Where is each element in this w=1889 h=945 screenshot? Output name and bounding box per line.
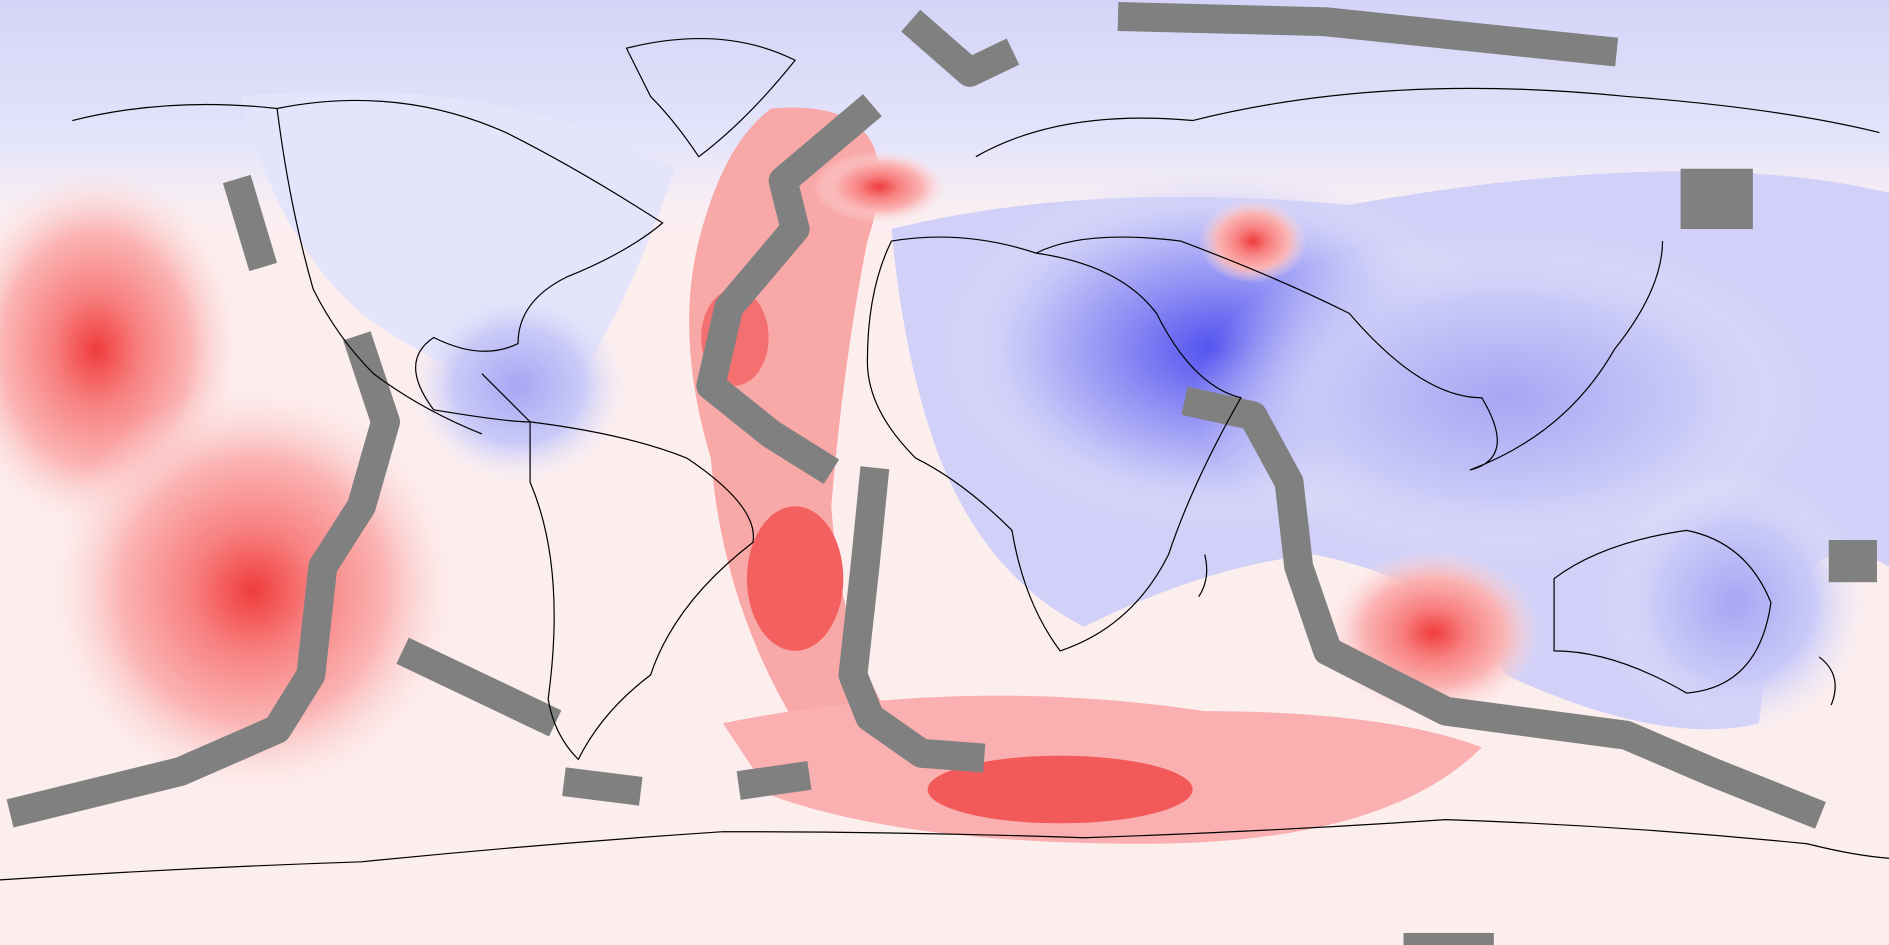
- australia-low: [1602, 470, 1868, 736]
- caspian-high: [1198, 198, 1308, 284]
- africa-coast: [866, 236, 1242, 652]
- bottom-block: [1403, 932, 1494, 945]
- chile-rise: [396, 637, 562, 737]
- ridges: [6, 2, 1826, 829]
- britain-high: [813, 150, 946, 223]
- south-america-coast: [529, 421, 754, 761]
- eurasia-coast: [975, 87, 1880, 471]
- north-america-coast: [72, 99, 664, 435]
- new-zealand-coast: [1818, 656, 1836, 706]
- scotia-ridge: [736, 761, 812, 800]
- atlantic-high-core: [746, 506, 844, 651]
- southern-ocean-core: [927, 755, 1193, 824]
- mid-atlantic-ridge: [696, 94, 882, 484]
- indian-ridge: [1181, 386, 1826, 829]
- arctic-ridge: [1117, 2, 1619, 67]
- madagascar-coast: [1198, 554, 1208, 597]
- scotia-ridge: [562, 767, 643, 806]
- new-zealand-block: [1828, 540, 1877, 583]
- japan-block: [1680, 168, 1753, 230]
- antarctica-coast: [0, 819, 1889, 881]
- greenland-coast: [625, 38, 797, 158]
- south-atlantic-ridge: [838, 466, 986, 773]
- juan-de-fuca-ridge: [222, 174, 278, 272]
- coastlines: [0, 38, 1889, 881]
- australia-coast: [1553, 529, 1772, 694]
- arctic-ridge: [901, 9, 1020, 87]
- east-pacific-rise: [6, 331, 400, 828]
- caribbean-low: [409, 289, 627, 483]
